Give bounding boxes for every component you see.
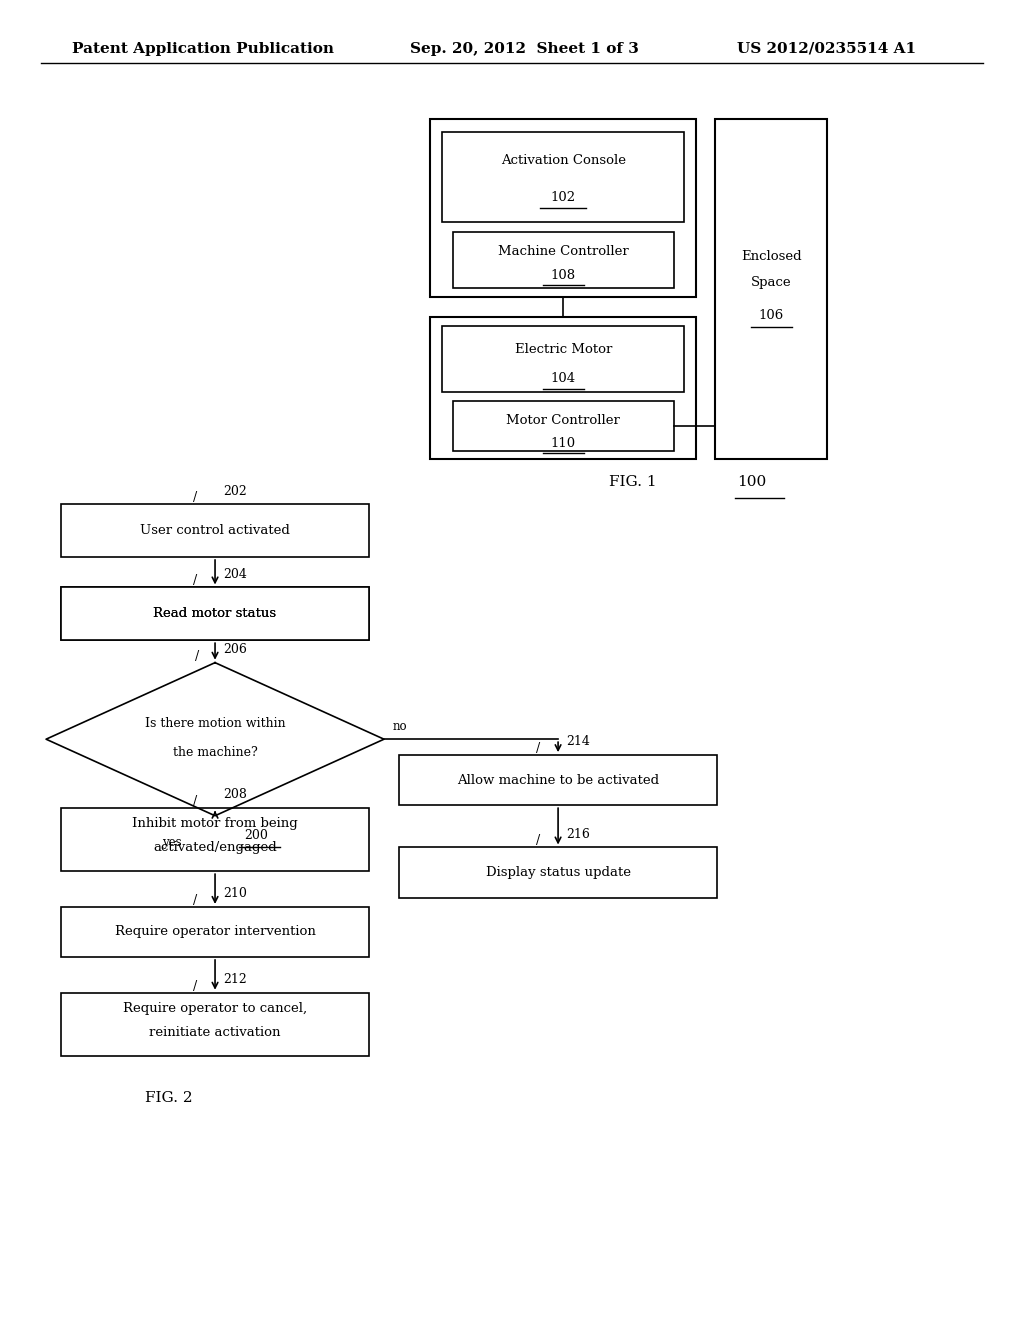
Bar bbox=[430, 119, 696, 297]
Text: US 2012/0235514 A1: US 2012/0235514 A1 bbox=[737, 42, 916, 55]
Text: 106: 106 bbox=[759, 309, 783, 322]
Bar bbox=[61, 587, 369, 640]
Text: reinitiate activation: reinitiate activation bbox=[150, 1026, 281, 1039]
Bar bbox=[61, 504, 369, 557]
Text: 204: 204 bbox=[223, 568, 247, 581]
Text: 100: 100 bbox=[737, 475, 767, 488]
Text: activated/engaged: activated/engaged bbox=[154, 841, 276, 854]
Text: /: / bbox=[193, 894, 197, 907]
Text: 212: 212 bbox=[223, 973, 247, 986]
Text: 208: 208 bbox=[223, 788, 247, 801]
Text: Sep. 20, 2012  Sheet 1 of 3: Sep. 20, 2012 Sheet 1 of 3 bbox=[410, 42, 639, 55]
Text: Patent Application Publication: Patent Application Publication bbox=[72, 42, 334, 55]
Text: Read motor status: Read motor status bbox=[154, 607, 276, 620]
Text: Allow machine to be activated: Allow machine to be activated bbox=[457, 774, 659, 787]
Text: Inhibit motor from being: Inhibit motor from being bbox=[132, 817, 298, 830]
Text: /: / bbox=[193, 574, 197, 587]
Text: Read motor status: Read motor status bbox=[154, 607, 276, 620]
Bar bbox=[453, 401, 674, 451]
Bar bbox=[715, 119, 827, 459]
Text: /: / bbox=[195, 649, 199, 663]
Text: 202: 202 bbox=[223, 484, 247, 498]
Bar bbox=[61, 587, 369, 640]
Text: Space: Space bbox=[751, 276, 792, 289]
Text: 206: 206 bbox=[223, 643, 247, 656]
Text: Display status update: Display status update bbox=[485, 866, 631, 879]
Text: Motor Controller: Motor Controller bbox=[506, 414, 621, 426]
Text: Machine Controller: Machine Controller bbox=[498, 244, 629, 257]
Text: yes: yes bbox=[162, 836, 181, 849]
Text: /: / bbox=[193, 979, 197, 993]
Bar bbox=[399, 755, 717, 805]
Text: /: / bbox=[193, 491, 197, 504]
Text: /: / bbox=[536, 834, 540, 847]
Bar bbox=[430, 317, 696, 459]
Text: User control activated: User control activated bbox=[140, 524, 290, 537]
Text: the machine?: the machine? bbox=[173, 746, 257, 759]
Text: FIG. 1: FIG. 1 bbox=[609, 475, 657, 488]
Text: 200: 200 bbox=[244, 829, 267, 842]
Text: 210: 210 bbox=[223, 887, 247, 900]
Bar bbox=[61, 993, 369, 1056]
Text: 216: 216 bbox=[566, 828, 590, 841]
Bar bbox=[61, 907, 369, 957]
Text: FIG. 2: FIG. 2 bbox=[145, 1092, 193, 1105]
Text: Electric Motor: Electric Motor bbox=[514, 343, 612, 355]
Bar bbox=[442, 326, 684, 392]
Text: Require operator intervention: Require operator intervention bbox=[115, 925, 315, 939]
Bar bbox=[61, 808, 369, 871]
Text: Activation Console: Activation Console bbox=[501, 154, 626, 168]
Text: 108: 108 bbox=[551, 269, 575, 282]
Bar bbox=[399, 847, 717, 898]
Text: 104: 104 bbox=[551, 372, 575, 385]
Text: /: / bbox=[536, 742, 540, 755]
Text: Is there motion within: Is there motion within bbox=[144, 717, 286, 730]
Text: 214: 214 bbox=[566, 735, 590, 748]
Text: no: no bbox=[392, 719, 407, 733]
Text: /: / bbox=[193, 795, 197, 808]
Text: 110: 110 bbox=[551, 437, 575, 450]
Bar bbox=[453, 232, 674, 288]
Text: 102: 102 bbox=[551, 191, 575, 205]
Bar bbox=[442, 132, 684, 222]
Polygon shape bbox=[46, 663, 384, 816]
Text: Enclosed: Enclosed bbox=[740, 249, 802, 263]
Text: Require operator to cancel,: Require operator to cancel, bbox=[123, 1002, 307, 1015]
